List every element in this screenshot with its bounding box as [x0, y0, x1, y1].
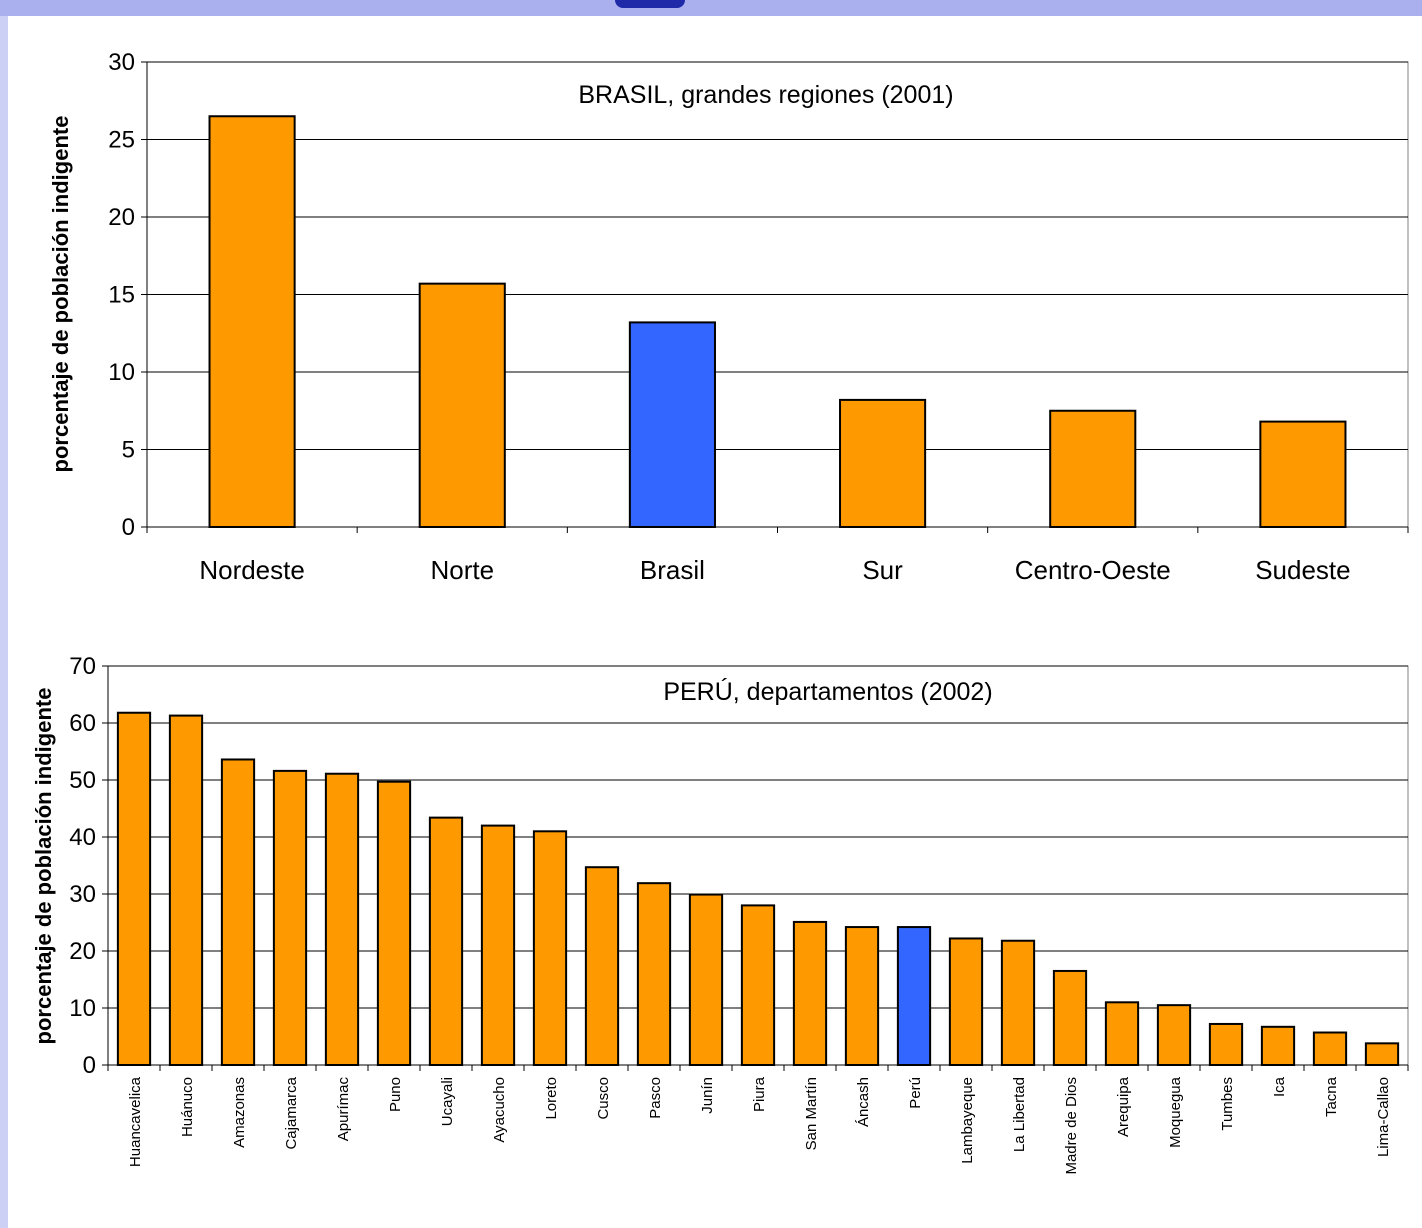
y-tick-label: 5	[122, 437, 135, 464]
x-category-label: Áncash	[855, 1077, 872, 1127]
x-category-label: Centro-Oeste	[1015, 555, 1171, 585]
y-tick-label: 20	[69, 938, 96, 965]
x-category-label: Junín	[699, 1077, 716, 1114]
bar-huancavelica	[116, 711, 152, 1066]
bar-ayacucho	[480, 824, 516, 1066]
y-tick-label: 70	[69, 653, 96, 680]
bar-ucayali	[428, 816, 464, 1066]
x-category-label: San Martín	[803, 1077, 820, 1150]
bar-norte	[418, 282, 506, 528]
x-category-label: Huánuco	[179, 1077, 196, 1137]
bar-cajamarca	[272, 769, 308, 1066]
y-tick-label: 60	[69, 710, 96, 737]
x-category-label: Sur	[862, 555, 903, 585]
x-category-label: Lambayeque	[959, 1077, 976, 1164]
x-category-label: Moquegua	[1167, 1076, 1184, 1148]
x-category-label: Madre de Dios	[1063, 1077, 1080, 1175]
x-category-label: Perú	[907, 1077, 924, 1109]
bar-puno	[376, 780, 412, 1067]
bar-lima-callao	[1364, 1042, 1400, 1066]
bar-ica	[1260, 1025, 1296, 1066]
bar-arequipa	[1104, 1001, 1140, 1066]
bar-junin	[688, 893, 724, 1066]
bar-la-libertad	[1000, 939, 1036, 1066]
bar-loreto	[532, 830, 568, 1066]
x-category-label: Puno	[387, 1077, 404, 1112]
x-category-label: Arequipa	[1115, 1076, 1132, 1137]
bar-nordeste	[208, 115, 296, 528]
y-tick-label: 10	[108, 359, 135, 386]
y-tick-label: 50	[69, 767, 96, 794]
bar-san-martin	[792, 920, 828, 1066]
x-category-label: Pasco	[647, 1077, 664, 1119]
x-category-label: Tacna	[1323, 1076, 1340, 1117]
y-axis-label: porcentaje de población indigente	[48, 116, 73, 473]
y-tick-label: 10	[69, 995, 96, 1022]
x-category-label: Tumbes	[1219, 1077, 1236, 1131]
x-category-label: Amazonas	[231, 1077, 248, 1148]
x-category-label: Lima-Callao	[1375, 1077, 1392, 1157]
bar-sudeste	[1259, 420, 1347, 529]
chart-title: BRASIL, grandes regiones (2001)	[578, 81, 953, 109]
x-category-label: Ica	[1271, 1076, 1288, 1097]
bar-apurimac	[324, 772, 360, 1066]
x-category-label: La Libertad	[1011, 1077, 1028, 1152]
x-category-label: Apurímac	[335, 1077, 352, 1142]
bar-huanuco	[168, 714, 204, 1067]
slide-header-band	[0, 0, 1422, 16]
bar-sur	[839, 398, 927, 528]
bar-madre-de-dios	[1052, 969, 1088, 1067]
x-category-label: Norte	[430, 555, 494, 585]
y-tick-label: 30	[69, 881, 96, 908]
x-category-label: Nordeste	[199, 555, 305, 585]
x-category-label: Piura	[751, 1076, 768, 1112]
x-category-label: Cusco	[595, 1077, 612, 1120]
x-category-label: Cajamarca	[283, 1076, 300, 1149]
bar-lambayeque	[948, 937, 984, 1067]
x-category-label: Ucayali	[439, 1077, 456, 1126]
bar-cusco	[584, 866, 620, 1067]
header-tab-decoration	[615, 0, 685, 8]
chart-brasil: 0 5 10 15 20 25 30 Nordeste Norte Brasil Sur Centro…	[48, 49, 1409, 585]
chart-title: PERÚ, departamentos (2002)	[663, 677, 992, 706]
y-tick-label: 0	[83, 1052, 96, 1079]
bar-centro-oeste	[1049, 409, 1137, 528]
y-tick-label: 25	[108, 127, 135, 154]
y-tick-label: 0	[122, 514, 135, 541]
chart-peru: 0 10 20 30 40 50 60 70 Huancavelica Huánuco Amazon…	[31, 653, 1409, 1175]
bar-brasil	[628, 321, 716, 528]
bar-peru	[896, 926, 932, 1066]
x-category-label: Loreto	[543, 1077, 560, 1120]
x-category-label: Ayacucho	[491, 1077, 508, 1143]
bar-tumbes	[1208, 1022, 1244, 1067]
x-category-label: Huancavelica	[127, 1076, 144, 1167]
x-category-label: Brasil	[640, 555, 705, 585]
y-axis-label: porcentaje de población indigente	[31, 688, 56, 1045]
y-tick-label: 40	[69, 824, 96, 851]
bar-amazonas	[220, 758, 256, 1066]
bar-pasco	[636, 882, 672, 1066]
bar-piura	[740, 904, 776, 1067]
y-tick-label: 30	[108, 49, 135, 76]
x-category-label: Sudeste	[1255, 555, 1350, 585]
bar-moquegua	[1156, 1004, 1192, 1067]
y-tick-label: 20	[108, 204, 135, 231]
bar-tacna	[1312, 1031, 1348, 1067]
y-tick-label: 15	[108, 282, 135, 309]
bar-ancash	[844, 926, 880, 1066]
charts-panel: 0 5 10 15 20 25 30 Nordeste Norte Brasil Sur Centro…	[8, 16, 1422, 1228]
